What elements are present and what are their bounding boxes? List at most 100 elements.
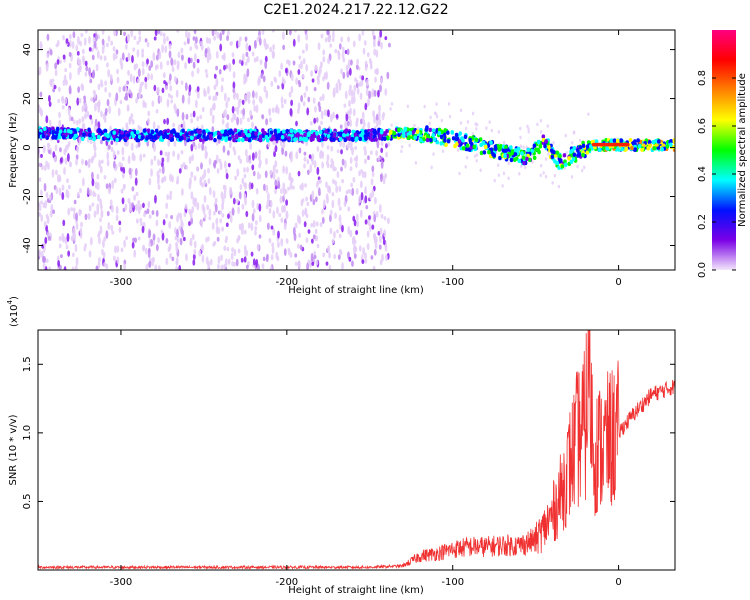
noise-speck	[245, 264, 249, 270]
noise-speck	[326, 30, 330, 36]
noise-speck	[165, 257, 169, 266]
noise-speck	[211, 30, 215, 37]
noise-speck	[80, 32, 84, 38]
noise-speck	[187, 96, 191, 105]
noise-speck	[246, 91, 250, 101]
noise-speck	[331, 238, 335, 244]
noise-speck	[76, 51, 80, 56]
noise-speck	[132, 47, 136, 52]
noise-speck	[305, 33, 309, 41]
noise-speck	[157, 158, 160, 167]
noise-speck	[570, 175, 574, 179]
noise-speck	[228, 62, 232, 71]
noise-speck	[100, 139, 103, 145]
noise-speck	[363, 40, 367, 46]
noise-speck	[303, 92, 307, 99]
noise-speck	[201, 203, 205, 211]
noise-speck	[122, 85, 126, 92]
noise-speck	[251, 121, 254, 129]
noise-speck	[344, 90, 348, 100]
noise-speck	[318, 105, 322, 113]
noise-speck	[241, 203, 245, 210]
noise-speck	[378, 104, 381, 112]
noise-speck	[75, 256, 79, 266]
noise-speck	[324, 37, 328, 43]
noise-speck	[413, 123, 416, 128]
trace-hotspot	[648, 143, 653, 147]
noise-speck	[380, 77, 383, 84]
noise-speck	[234, 175, 238, 181]
trace-blob	[297, 128, 301, 134]
noise-speck	[120, 247, 124, 253]
noise-speck	[221, 30, 225, 35]
noise-speck	[213, 73, 217, 79]
trace-blob	[578, 145, 583, 150]
noise-speck	[278, 212, 282, 218]
noise-speck	[361, 75, 365, 81]
trace-blob	[442, 132, 447, 137]
noise-speck	[297, 69, 301, 75]
noise-speck	[265, 157, 268, 166]
noise-speck	[100, 79, 103, 87]
noise-speck	[213, 240, 217, 246]
noise-speck	[497, 130, 501, 134]
noise-speck	[473, 154, 477, 158]
noise-speck	[271, 30, 275, 33]
noise-speck	[265, 118, 268, 126]
noise-speck	[317, 187, 321, 196]
noise-speck	[380, 41, 383, 50]
noise-speck	[255, 187, 259, 195]
x-tick-label: -200	[275, 277, 298, 288]
noise-speck	[335, 114, 339, 119]
noise-speck	[205, 73, 209, 78]
noise-speck	[360, 169, 363, 174]
noise-speck	[352, 40, 356, 48]
noise-speck	[154, 194, 157, 204]
noise-speck	[383, 229, 387, 238]
noise-speck	[488, 120, 491, 124]
trace-blob	[157, 131, 161, 137]
noise-speck	[88, 67, 91, 76]
trace-blob	[237, 131, 242, 136]
trace-blob	[140, 135, 145, 140]
trace-blob	[304, 137, 309, 142]
noise-speck	[256, 202, 260, 211]
trace-blob	[585, 150, 590, 155]
trace-blob	[74, 133, 78, 139]
noise-speck	[75, 212, 78, 222]
noise-speck	[225, 100, 229, 109]
noise-speck	[43, 220, 47, 228]
noise-speck	[86, 187, 90, 195]
trace-blob	[454, 132, 459, 138]
x-tick-label: -100	[441, 277, 464, 288]
noise-speck	[214, 197, 218, 204]
noise-speck	[348, 67, 352, 76]
noise-speck	[156, 125, 160, 130]
noise-speck	[249, 109, 253, 117]
noise-speck	[294, 253, 298, 258]
noise-speck	[313, 254, 317, 260]
noise-speck	[320, 110, 324, 120]
trace-blob	[489, 140, 493, 145]
noise-speck	[283, 79, 286, 85]
noise-speck	[215, 50, 219, 59]
noise-speck	[544, 174, 548, 179]
noise-speck	[170, 99, 174, 104]
noise-speck	[106, 159, 110, 167]
noise-speck	[578, 138, 582, 143]
noise-speck	[81, 116, 85, 123]
spectrogram-y-label: Frequency (Hz)	[8, 112, 19, 188]
noise-speck	[40, 153, 43, 159]
noise-speck	[371, 165, 375, 173]
noise-speck	[268, 207, 272, 214]
trace-blob	[190, 130, 194, 135]
noise-speck	[137, 140, 141, 148]
noise-speck	[298, 232, 302, 238]
noise-speck	[48, 101, 52, 107]
trace-blob	[560, 164, 565, 169]
noise-speck	[148, 260, 152, 269]
trace-blob	[492, 153, 497, 158]
noise-speck	[272, 164, 276, 173]
noise-speck	[272, 43, 276, 51]
noise-speck	[349, 107, 353, 115]
